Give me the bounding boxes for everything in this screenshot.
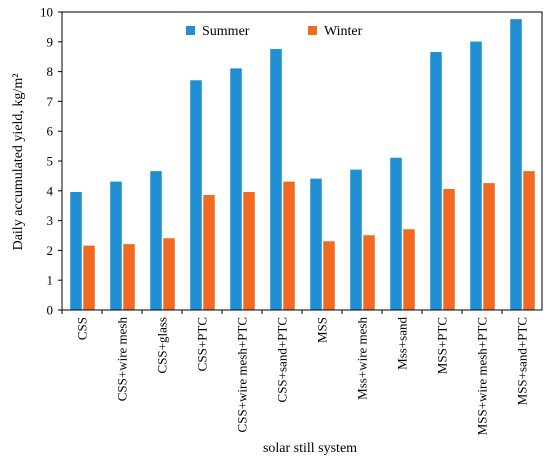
bar-winter-css-plus-wire-mesh-plus-ptc [243,192,255,311]
legend-label-winter: Winter [324,24,363,39]
bar-summer-css-plus-wire-mesh-plus-ptc [230,68,242,311]
x-tick-label-mss-plus-sand: Mss+sand [395,317,410,370]
bar-summer-css-plus-wire-mesh [110,181,122,311]
bar-winter-css-plus-ptc [203,195,215,311]
x-tick-label-css-plus-sand-plus-ptc: CSS+sand+PTC [275,317,290,402]
y-axis-title: Daily accumulated yield, kg/m² [11,74,26,251]
bar-winter-mss-plus-ptc [443,189,455,311]
x-tick-label-css: CSS [75,317,90,340]
x-tick-label-css-plus-ptc: CSS+PTC [195,317,210,371]
x-tick-label-mss-plus-sand-plus-ptc: MSS+sand+PTC [515,317,530,405]
y-tick-label: 3 [47,213,54,228]
y-tick-label: 1 [47,273,54,288]
legend-swatch-winter [308,26,317,35]
y-tick-label: 9 [47,34,54,49]
bar-winter-mss-plus-sand-plus-ptc [523,171,535,311]
x-tick-label-mss-plus-wire-mesh-plus-ptc: MSS+wire mesh+PTC [475,317,490,435]
x-tick-label-mss: MSS [315,317,330,343]
bars-layer [70,19,535,311]
x-tick-label-css-plus-wire-mesh: CSS+wire mesh [115,317,130,402]
bar-summer-mss-plus-sand [390,157,402,311]
bar-winter-css [83,245,95,311]
bar-winter-mss-plus-wire-mesh [363,235,375,311]
bar-summer-mss-plus-wire-mesh-plus-ptc [470,41,482,311]
bar-winter-mss-plus-sand [403,229,415,311]
x-tick-label-mss-plus-wire-mesh: Mss+wire mesh [355,317,370,400]
bar-summer-mss [310,178,322,311]
x-category-labels: CSS CSS+wire mesh CSS+glass CSS+PTC CSS+wire… [61,310,530,435]
bar-summer-mss-plus-wire-mesh [350,169,362,311]
bar-summer-css-plus-sand-plus-ptc [270,49,282,311]
bar-summer-css-plus-ptc [190,80,202,311]
y-tick-label: 10 [40,5,53,20]
y-tick-label: 0 [47,303,54,318]
bar-summer-mss-plus-sand-plus-ptc [510,19,522,311]
y-tick-label: 6 [47,124,54,139]
x-tick-label-css-plus-glass: CSS+glass [155,317,170,373]
bar-summer-css [70,192,82,311]
legend-swatch-summer [186,26,195,35]
x-axis-title: solar still system [263,441,357,456]
bar-winter-css-plus-sand-plus-ptc [283,181,295,311]
y-tick-label: 2 [47,243,54,258]
bar-summer-mss-plus-ptc [430,51,442,311]
y-tick-label: 5 [47,154,54,169]
x-tick-label-mss-plus-ptc: MSS+PTC [435,317,450,374]
legend-label-summer: Summer [202,24,250,39]
y-tick-label: 4 [47,183,54,198]
bar-summer-css-plus-glass [150,171,162,311]
bar-winter-mss [323,241,335,311]
bar-winter-css-plus-glass [163,238,175,311]
legend: Summer Winter [186,24,363,39]
x-tick-label-css-plus-wire-mesh-plus-ptc: CSS+wire mesh+PTC [235,317,250,432]
bar-winter-mss-plus-wire-mesh-plus-ptc [483,183,495,311]
y-tick-label: 8 [47,64,54,79]
y-tick-label: 7 [47,94,54,109]
y-ticks: 0 1 2 3 4 5 6 7 8 9 10 [40,5,62,318]
bar-winter-css-plus-wire-mesh [123,244,135,311]
